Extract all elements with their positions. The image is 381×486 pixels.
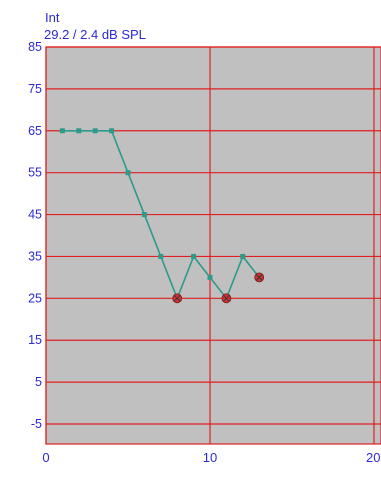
- data-point: [92, 128, 98, 134]
- data-point: [207, 274, 213, 280]
- y-tick-label: 75: [28, 82, 42, 96]
- reversal-marker-cross: [223, 294, 230, 302]
- y-tick-label: 45: [28, 208, 42, 222]
- x-tick-label: 10: [203, 450, 217, 465]
- x-tick-label: 20: [366, 450, 380, 465]
- threshold-readout: 29.2 / 2.4 dB SPL: [44, 27, 146, 42]
- data-point: [141, 212, 147, 218]
- data-point: [191, 253, 197, 259]
- y-tick-label: 35: [28, 249, 42, 263]
- data-point: [125, 170, 131, 176]
- plot-border: [45, 46, 381, 445]
- y-tick-label: 65: [28, 124, 42, 138]
- parameter-label: Int: [45, 10, 60, 25]
- data-point: [240, 253, 246, 259]
- data-point: [59, 128, 65, 134]
- x-tick-label: 0: [42, 450, 49, 465]
- data-point: [109, 128, 115, 134]
- reversal-marker-cross: [255, 274, 263, 281]
- y-tick-label: 5: [35, 375, 42, 389]
- plot-area: [46, 47, 381, 444]
- y-tick-label: -5: [31, 417, 42, 431]
- y-tick-label: 85: [28, 40, 42, 54]
- data-point: [158, 253, 164, 259]
- y-tick-label: 55: [28, 166, 42, 180]
- reversal-marker-cross: [173, 294, 181, 302]
- data-point: [76, 128, 82, 134]
- y-tick-label: 25: [28, 291, 42, 305]
- y-tick-label: 15: [28, 333, 42, 347]
